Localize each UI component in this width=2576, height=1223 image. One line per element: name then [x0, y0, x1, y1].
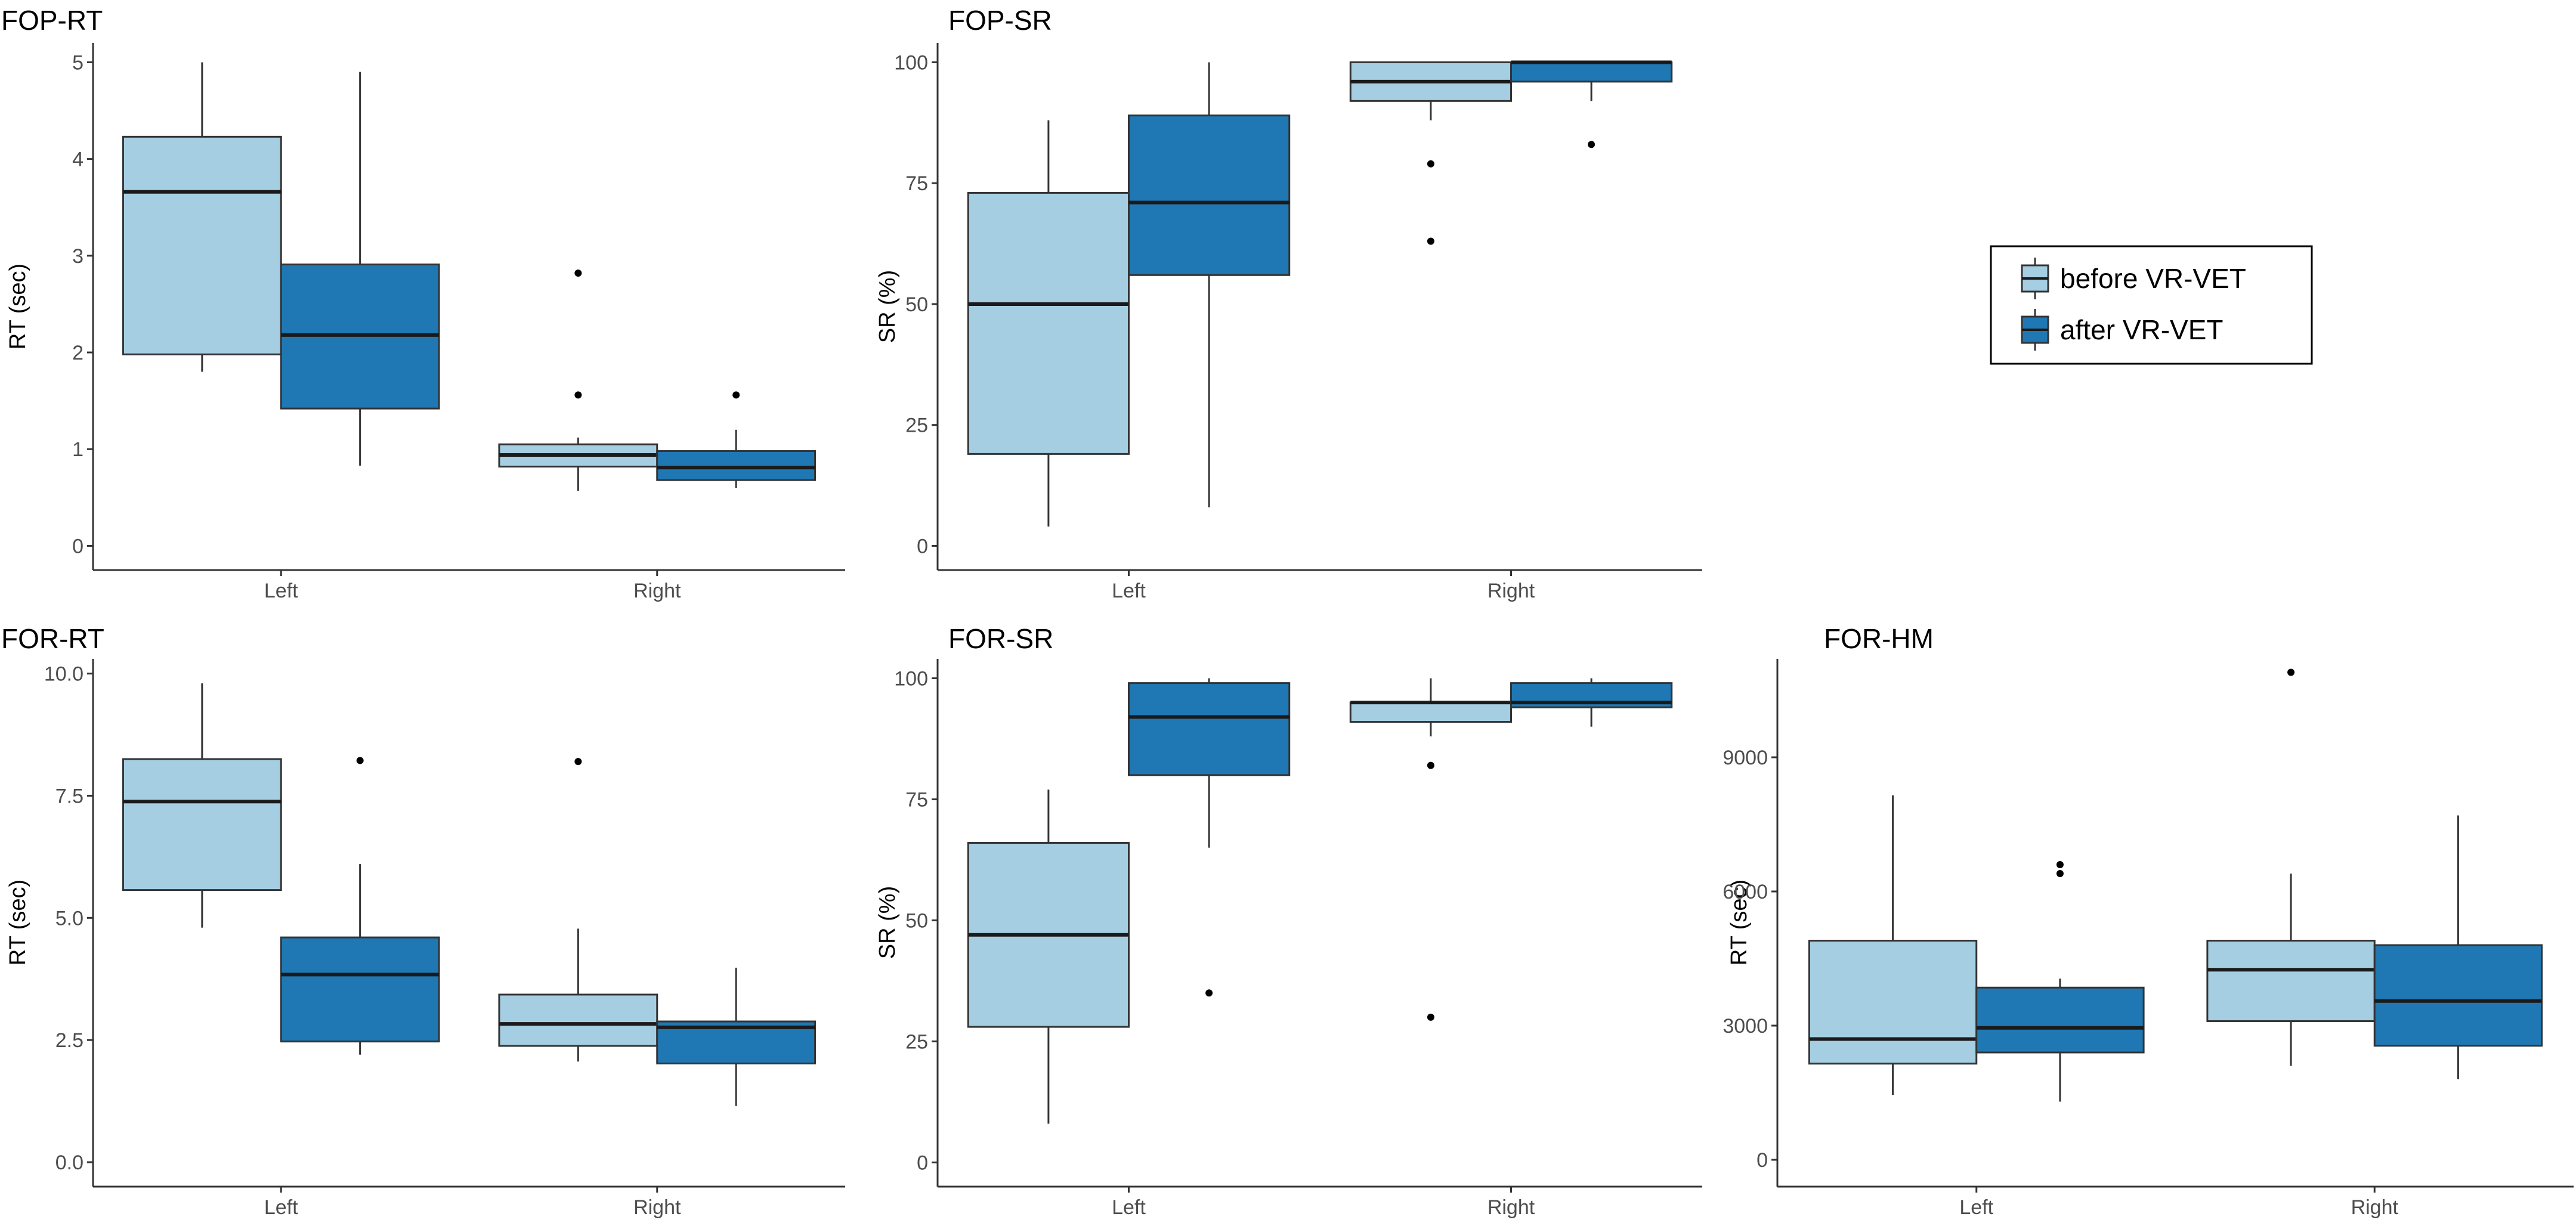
- y-tick-label: 0: [1756, 1149, 1768, 1172]
- y-tick-label: 0.0: [55, 1151, 84, 1174]
- box-before-left: [1808, 940, 1978, 1065]
- panel-title: FOR-RT: [1, 623, 104, 654]
- y-axis-title: RT (sec): [1727, 880, 1752, 965]
- y-tick-label: 7.5: [55, 785, 84, 807]
- outlier-point-after-left: [2056, 861, 2064, 868]
- outlier-point-before-right: [1427, 761, 1434, 769]
- y-axis-title: SR (%): [875, 270, 900, 343]
- box-before-left: [122, 758, 282, 891]
- outlier-point-before-right: [574, 270, 582, 277]
- panel-title: FOR-SR: [948, 623, 1053, 654]
- y-tick-label: 6000: [1723, 881, 1768, 903]
- x-tick-label: Right: [1488, 1196, 1535, 1219]
- box-after-left: [1975, 986, 2145, 1054]
- box-after-right: [656, 450, 817, 481]
- outlier-point-before-right: [1427, 237, 1434, 245]
- y-tick-label: 2.5: [55, 1029, 84, 1052]
- y-tick-label: 2: [72, 342, 84, 364]
- y-tick-label: 100: [894, 51, 928, 74]
- outlier-point-after-right: [1588, 141, 1595, 148]
- panel-fop-sr: FOP-SR SR (%) 0 25 50 75 100 Left Right: [875, 5, 1702, 602]
- y-tick-label: 100: [894, 667, 928, 690]
- y-tick-label: 50: [905, 293, 928, 316]
- y-tick-label: 10.0: [44, 663, 84, 686]
- box-before-right: [2206, 940, 2376, 1022]
- panel-title: FOR-HM: [1824, 623, 1934, 654]
- x-tick-label: Left: [1959, 1196, 1993, 1219]
- legend-label-after: after VR-VET: [2060, 314, 2224, 345]
- legend: before VR-VET after VR-VET: [1990, 245, 2313, 365]
- x-tick-label: Right: [2351, 1196, 2399, 1219]
- y-tick-label: 25: [905, 1030, 928, 1053]
- y-tick-label: 0: [917, 535, 928, 558]
- outlier-point-before-right: [574, 391, 582, 399]
- legend-item-before: before VR-VET: [2021, 258, 2246, 299]
- x-tick-label: Left: [264, 580, 298, 602]
- y-tick-label: 0: [72, 535, 84, 558]
- y-tick-label: 25: [905, 414, 928, 437]
- box-before-left: [967, 191, 1130, 455]
- panel-fop-rt: FOP-RT RT (sec) 0 1 2 3 4 5 Left Right: [1, 5, 845, 602]
- outlier-point-after-left: [2056, 870, 2064, 877]
- y-tick-label: 75: [905, 788, 928, 811]
- outlier-point-before-right: [2287, 668, 2295, 676]
- panel-title: FOP-RT: [1, 5, 103, 36]
- box-after-right: [2373, 944, 2543, 1047]
- box-before-right: [498, 993, 658, 1047]
- y-tick-label: 1: [72, 438, 84, 461]
- box-after-left: [1128, 682, 1291, 776]
- x-tick-label: Left: [1112, 580, 1146, 602]
- y-tick-label: 50: [905, 909, 928, 932]
- y-axis-title: SR (%): [875, 886, 900, 959]
- panel-for-hm: FOR-HM RT (sec) 0 3000 6000 9000 Left Right: [1723, 623, 2574, 1219]
- box-after-right: [1510, 61, 1673, 83]
- outlier-point-after-left: [356, 757, 364, 764]
- box-before-right: [1349, 701, 1513, 723]
- x-tick-label: Right: [633, 1196, 681, 1219]
- panel-title: FOP-SR: [948, 5, 1052, 36]
- y-tick-label: 4: [72, 148, 84, 171]
- x-tick-label: Left: [264, 1196, 298, 1219]
- y-tick-label: 0: [917, 1151, 928, 1174]
- box-before-left: [122, 135, 282, 355]
- outlier-point-before-right: [1427, 1013, 1434, 1021]
- y-tick-label: 3: [72, 245, 84, 268]
- box-after-left: [280, 936, 440, 1043]
- y-tick-label: 75: [905, 172, 928, 195]
- legend-item-after: after VR-VET: [2021, 309, 2224, 351]
- outlier-point-after-right: [732, 391, 740, 399]
- outlier-point-after-left: [1205, 989, 1213, 997]
- panel-for-sr: FOR-SR SR (%) 0 25 50 75 100 Left Right: [875, 623, 1702, 1219]
- y-axis-title: RT (sec): [5, 264, 30, 349]
- x-tick-label: Right: [1488, 580, 1535, 602]
- y-tick-label: 3000: [1723, 1015, 1768, 1038]
- y-tick-label: 5: [72, 51, 84, 74]
- x-tick-label: Right: [633, 580, 681, 602]
- y-tick-label: 9000: [1723, 747, 1768, 769]
- x-tick-label: Left: [1112, 1196, 1146, 1219]
- outlier-point-before-right: [574, 758, 582, 766]
- box-after-left: [1128, 114, 1291, 276]
- y-axis-title: RT (sec): [5, 880, 30, 965]
- y-tick-label: 5.0: [55, 907, 84, 930]
- panel-for-rt: FOR-RT RT (sec) 0.0 2.5 5.0 7.5 10.0 Left Righ…: [1, 623, 845, 1219]
- legend-label-before: before VR-VET: [2060, 263, 2246, 294]
- outlier-point-before-right: [1427, 160, 1434, 168]
